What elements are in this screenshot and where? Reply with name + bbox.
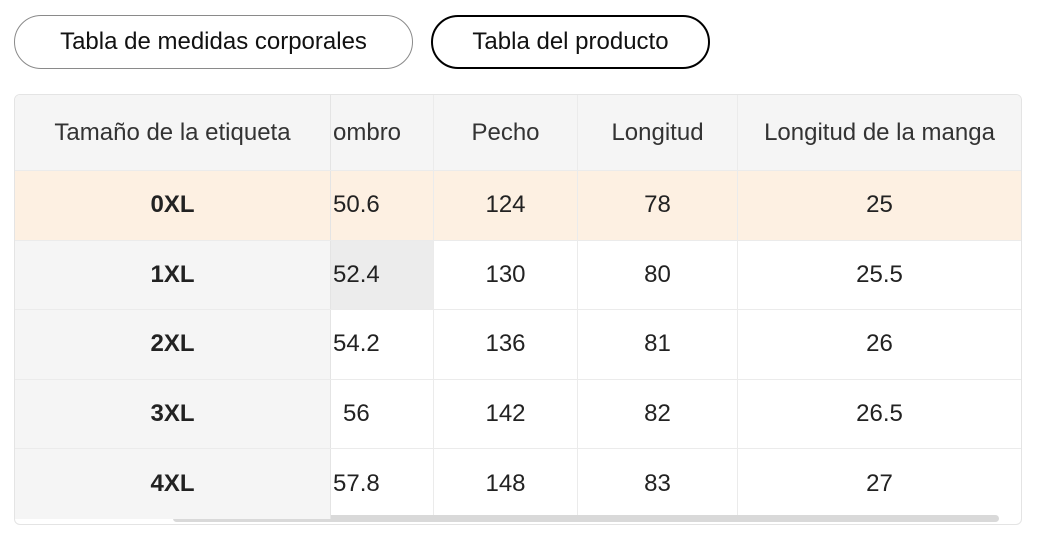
header-sleeve-length: Longitud de la manga [764, 118, 995, 146]
cell-size: 3XL [15, 379, 331, 449]
cell-length: 80 [578, 240, 738, 310]
cell-sleeve: 27 [866, 470, 893, 498]
cell-size: 1XL [15, 240, 331, 310]
size-chart-tabs: Tabla de medidas corporales Tabla del pr… [14, 15, 1024, 69]
header-label-size: Tamaño de la etiqueta [15, 95, 331, 170]
cell-length: 82 [578, 379, 738, 449]
tab-body-measurements[interactable]: Tabla de medidas corporales [14, 15, 413, 69]
cell-shoulder: 54.2 [331, 310, 434, 379]
table-row: 3XL 56 142 82 26.5 [15, 379, 1021, 450]
cell-sleeve: 25.5 [856, 260, 903, 288]
table-row: 0XL 50.6 124 78 25 [15, 171, 1021, 241]
cell-chest: 130 [434, 240, 578, 310]
horizontal-scrollbar[interactable] [15, 514, 1021, 524]
header-length: Longitud [578, 95, 738, 170]
cell-chest: 124 [434, 171, 578, 240]
cell-shoulder: 56 [331, 379, 434, 449]
header-chest: Pecho [434, 95, 578, 170]
scrollbar-thumb[interactable] [173, 515, 999, 522]
cell-chest: 136 [434, 310, 578, 379]
table-header-row: Tamaño de la etiqueta ombro Pecho Longit… [15, 95, 1021, 171]
cell-size: 2XL [15, 310, 331, 379]
cell-length: 83 [578, 449, 738, 519]
cell-size: 4XL [15, 449, 331, 519]
cell-shoulder: 52.4 [331, 240, 434, 310]
cell-chest: 148 [434, 449, 578, 519]
table-row: 4XL 57.8 148 83 27 [15, 449, 1021, 519]
header-shoulder: ombro [331, 95, 434, 170]
cell-size: 0XL [15, 171, 331, 240]
table-row: 2XL 54.2 136 81 26 [15, 310, 1021, 380]
cell-shoulder: 50.6 [331, 171, 434, 240]
size-table: Tamaño de la etiqueta ombro Pecho Longit… [14, 94, 1022, 525]
cell-sleeve: 26 [866, 330, 893, 358]
cell-shoulder: 57.8 [331, 449, 434, 519]
cell-sleeve: 26.5 [856, 400, 903, 428]
cell-sleeve: 25 [866, 191, 893, 219]
cell-chest: 142 [434, 379, 578, 449]
table-row: 1XL 52.4 130 80 25.5 [15, 240, 1021, 311]
cell-length: 78 [578, 171, 738, 240]
tab-product-table[interactable]: Tabla del producto [431, 15, 710, 69]
cell-length: 81 [578, 310, 738, 379]
